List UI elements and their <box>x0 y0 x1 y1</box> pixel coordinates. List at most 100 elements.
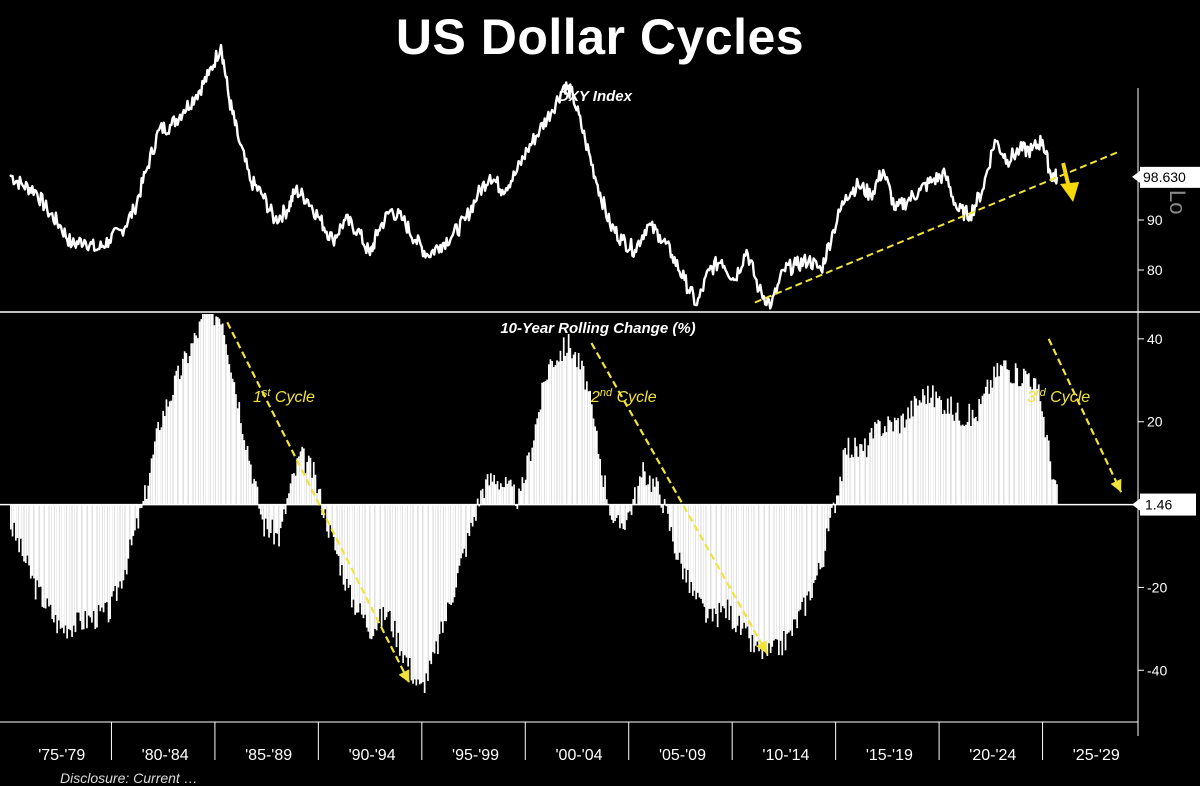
area-bar <box>450 504 452 606</box>
area-bar <box>77 504 80 613</box>
area-bar <box>87 504 90 616</box>
area-bar <box>955 412 957 505</box>
area-bar <box>41 504 44 607</box>
rolling-last-value-label: 1.46 <box>1145 497 1172 513</box>
area-bar <box>804 504 807 616</box>
area-bar <box>163 416 166 505</box>
area-bar <box>1051 479 1053 505</box>
area-bar <box>941 414 944 505</box>
area-bar <box>34 504 37 600</box>
area-bar <box>978 399 980 505</box>
area-bar <box>162 410 164 505</box>
area-bar <box>897 418 899 505</box>
area-bar <box>48 504 50 607</box>
area-bar <box>438 504 441 635</box>
area-bar <box>82 504 85 630</box>
area-bar <box>284 504 287 514</box>
area-bar <box>1037 384 1040 505</box>
area-bar <box>749 504 752 652</box>
area-bar <box>39 504 42 587</box>
area-bar <box>771 504 774 647</box>
area-bar <box>784 504 787 651</box>
area-bar <box>645 485 648 505</box>
area-bar <box>725 504 727 619</box>
area-bar <box>690 504 692 583</box>
area-bar <box>149 473 151 505</box>
area-bar <box>173 375 176 505</box>
area-bar <box>31 504 34 576</box>
area-bar <box>773 504 775 641</box>
area-bar <box>981 395 984 505</box>
area-bar <box>940 400 942 505</box>
area-bar <box>672 504 674 542</box>
area-bar <box>236 408 239 505</box>
area-bar <box>703 504 706 607</box>
area-bar <box>584 389 587 505</box>
area-bar <box>437 504 439 655</box>
area-bar <box>428 504 431 661</box>
area-bar <box>963 426 966 505</box>
area-bar <box>13 504 15 523</box>
area-bar <box>384 504 386 620</box>
area-bar <box>827 504 830 532</box>
area-bar <box>218 318 221 505</box>
area-bar <box>561 361 563 505</box>
area-bar <box>301 446 303 505</box>
area-bar <box>781 504 784 656</box>
area-bar <box>1013 383 1015 505</box>
area-bar <box>64 504 67 626</box>
area-bar <box>294 475 297 505</box>
area-bar <box>877 419 880 505</box>
area-bar <box>579 369 582 505</box>
area-bar <box>879 421 881 505</box>
area-bar <box>791 504 793 636</box>
x-tick-label: '00-'04 <box>555 747 602 764</box>
area-bar <box>66 504 68 639</box>
area-bar <box>718 504 721 603</box>
area-bar <box>134 504 136 531</box>
area-bar <box>874 422 876 505</box>
area-bar <box>812 504 815 583</box>
area-bar <box>842 449 845 505</box>
area-bar <box>692 504 694 596</box>
area-bar <box>943 410 946 505</box>
area-bar <box>269 504 272 533</box>
area-bar <box>314 474 317 505</box>
area-bar <box>554 365 557 505</box>
area-bar <box>913 396 916 505</box>
area-bar <box>238 402 241 505</box>
area-bar <box>349 504 351 585</box>
area-bar <box>124 504 126 570</box>
area-bar <box>84 504 87 612</box>
area-bar <box>354 504 356 615</box>
area-bar <box>430 504 433 665</box>
area-bar <box>220 324 222 505</box>
area-bar <box>966 422 969 505</box>
area-bar <box>857 456 860 505</box>
area-bar <box>170 400 173 505</box>
area-bar <box>922 389 924 505</box>
dxy-panel: DXY Index 80 90 98.630 Lo <box>9 43 1200 310</box>
area-bar <box>855 446 858 505</box>
area-bar <box>721 504 724 607</box>
area-bar <box>572 354 575 505</box>
area-bar <box>779 504 782 641</box>
area-bar <box>303 448 305 505</box>
area-bar <box>814 504 817 580</box>
area-bar <box>256 486 259 505</box>
area-bar <box>569 348 572 505</box>
area-bar <box>58 504 60 621</box>
area-bar <box>1034 378 1037 505</box>
area-bar <box>751 504 754 635</box>
area-bar <box>135 504 138 519</box>
area-bar <box>466 504 469 533</box>
area-bar <box>278 504 280 547</box>
area-bar <box>675 504 678 560</box>
area-bar <box>28 504 30 566</box>
area-bar <box>917 405 919 505</box>
area-bar <box>367 504 370 632</box>
area-bar <box>225 344 227 505</box>
area-bar <box>701 504 704 604</box>
area-bar <box>241 434 244 505</box>
area-bar <box>764 504 767 642</box>
